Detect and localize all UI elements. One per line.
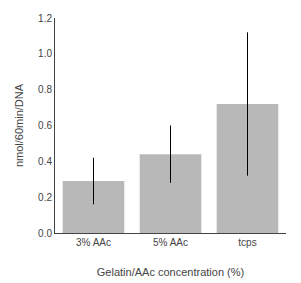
- svg-text:0.2: 0.2: [38, 192, 52, 203]
- svg-text:0.6: 0.6: [38, 120, 52, 131]
- svg-text:nmol/60min/DNA: nmol/60min/DNA: [13, 83, 25, 167]
- svg-text:3% AAc: 3% AAc: [76, 237, 111, 248]
- svg-text:5% AAc: 5% AAc: [153, 237, 188, 248]
- svg-text:0.8: 0.8: [38, 84, 52, 95]
- svg-text:tcps: tcps: [238, 237, 256, 248]
- svg-text:1.2: 1.2: [38, 13, 52, 24]
- svg-text:0.0: 0.0: [38, 228, 52, 239]
- svg-text:Gelatin/AAc concentration (%): Gelatin/AAc concentration (%): [97, 266, 244, 278]
- svg-text:1.0: 1.0: [38, 48, 52, 59]
- svg-text:0.4: 0.4: [38, 156, 52, 167]
